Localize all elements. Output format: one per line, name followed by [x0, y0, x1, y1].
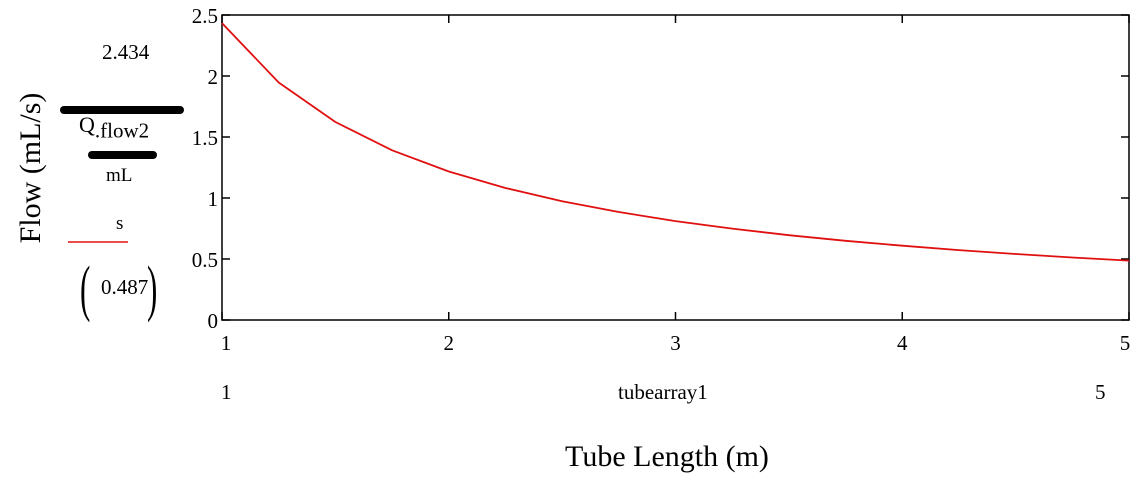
unit-denominator: s — [116, 213, 124, 234]
y-tick-label: 2.5 — [192, 4, 218, 28]
y-tick-label: 2 — [208, 65, 219, 89]
y-tick-label: 1.5 — [192, 126, 218, 150]
y-expression-bar-top — [60, 106, 184, 114]
y-tick-label: 0.5 — [192, 248, 218, 272]
x-tick-label: 2 — [444, 331, 455, 355]
unit-numerator: mL — [106, 165, 133, 186]
x-tick-label: 3 — [670, 331, 681, 355]
y-min-value: 0.487 — [101, 275, 149, 299]
y-tick-label: 1 — [208, 187, 219, 211]
flow-series-line — [221, 22, 1130, 262]
x-axis-ticks: 1 2 3 4 5 — [221, 15, 1131, 355]
x-expression: tubearray1 — [618, 380, 708, 404]
x-tick-label: 5 — [1120, 331, 1131, 355]
x-max-value: 5 — [1095, 380, 1106, 404]
series-group — [221, 22, 1130, 262]
y-expression-var: Q — [79, 112, 95, 137]
y-expression: Q.flow2 — [79, 112, 149, 143]
legend-swatch — [68, 241, 128, 243]
plot-frame — [221, 14, 1130, 321]
x-tick-label: 1 — [221, 331, 232, 355]
y-expression-subscript: .flow2 — [94, 118, 150, 143]
y-axis-label: Flow (mL/s) — [14, 93, 47, 244]
y-min-bracket: ( — [80, 255, 91, 323]
y-axis-ticks: 0 0.5 1 1.5 2 2.5 — [192, 4, 1129, 333]
y-expression-bar-bottom — [88, 151, 157, 159]
y-max-value: 2.434 — [102, 40, 150, 64]
x-min-value: 1 — [221, 380, 232, 404]
x-axis-label: Tube Length (m) — [565, 440, 769, 473]
y-min-bracket-close: ) — [147, 255, 158, 323]
x-tick-label: 4 — [897, 331, 908, 355]
y-tick-label: 0 — [208, 309, 219, 333]
